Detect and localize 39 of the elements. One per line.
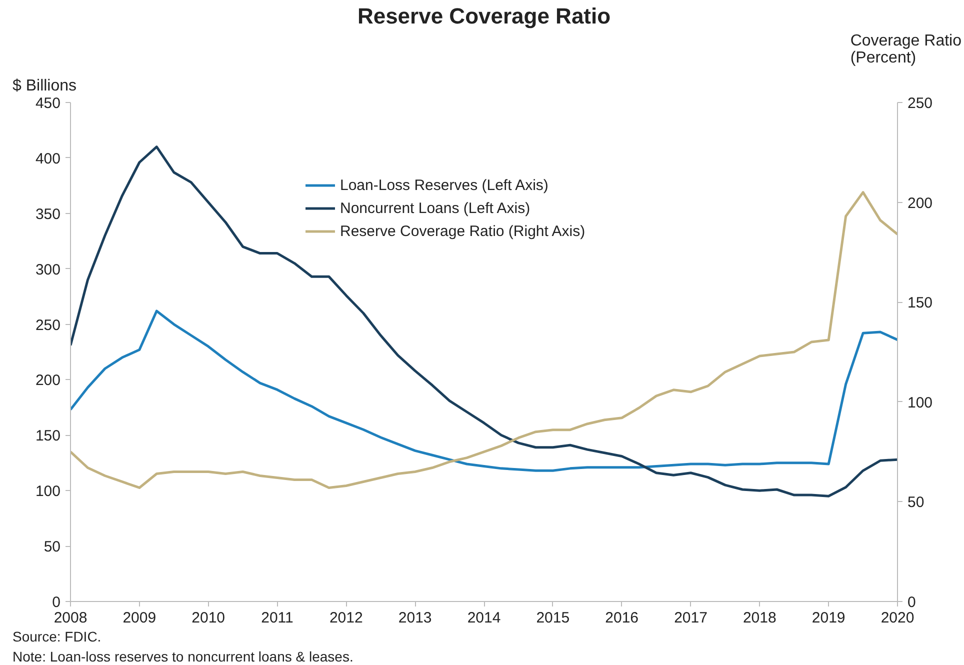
x-tick-label: 2014 — [467, 610, 501, 626]
text: Note: Loan-loss reserves to noncurrent loans & leases. — [12, 648, 354, 664]
y-tick-label: 350 — [35, 206, 61, 223]
y2-tick-label: 250 — [908, 95, 933, 112]
x-tick-label: 2008 — [54, 610, 88, 626]
y-tick-label: 300 — [35, 261, 61, 278]
chart-title: Reserve Coverage Ratio — [357, 4, 611, 28]
x-tick-label: 2009 — [122, 610, 156, 626]
source-note: Source: FDIC. — [12, 628, 102, 644]
x-tick-label: 2015 — [536, 610, 570, 626]
legend-label: Reserve Coverage Ratio (Right Axis) — [340, 222, 586, 240]
line-series — [70, 146, 898, 498]
y-tick-label: 250 — [35, 316, 61, 334]
x-tick-label: 2010 — [192, 610, 226, 626]
y-tick-label: 450 — [35, 95, 61, 112]
y-tick-label: 50 — [44, 538, 61, 556]
y-tick-label: 400 — [35, 150, 61, 168]
y2-tick-label: 0 — [908, 594, 916, 611]
y2-axis-title: Coverage Ratio (Percent) — [850, 32, 962, 66]
legend-label: Loan-Loss Reserves (Left Axis) — [340, 176, 548, 194]
y2-tick-label: 150 — [908, 294, 933, 312]
x-tick-label: 2018 — [742, 610, 776, 626]
y2-tick-label: 50 — [908, 494, 924, 512]
y-tick-label: 150 — [35, 428, 61, 445]
x-tick-label: 2013 — [398, 610, 432, 626]
y-tick-label: 200 — [35, 372, 61, 390]
x-tick-label: 2011 — [261, 610, 294, 626]
y-tick-label: 100 — [35, 483, 61, 500]
y2-tick-label: 200 — [908, 194, 933, 212]
x-tick-label: 2012 — [329, 610, 363, 626]
x-tick-label: 2019 — [812, 610, 846, 626]
x-tick-label: 2016 — [605, 610, 639, 626]
y-tick-label: 0 — [52, 594, 60, 611]
legend-label: Noncurrent Loans (Left Axis) — [340, 200, 530, 216]
x-tick-label: 2020 — [880, 610, 914, 626]
x-tick-label: 2017 — [674, 610, 708, 626]
line-series — [70, 310, 898, 472]
y2-tick-label: 100 — [908, 394, 933, 412]
y-axis-title: $ Billions — [12, 78, 77, 94]
